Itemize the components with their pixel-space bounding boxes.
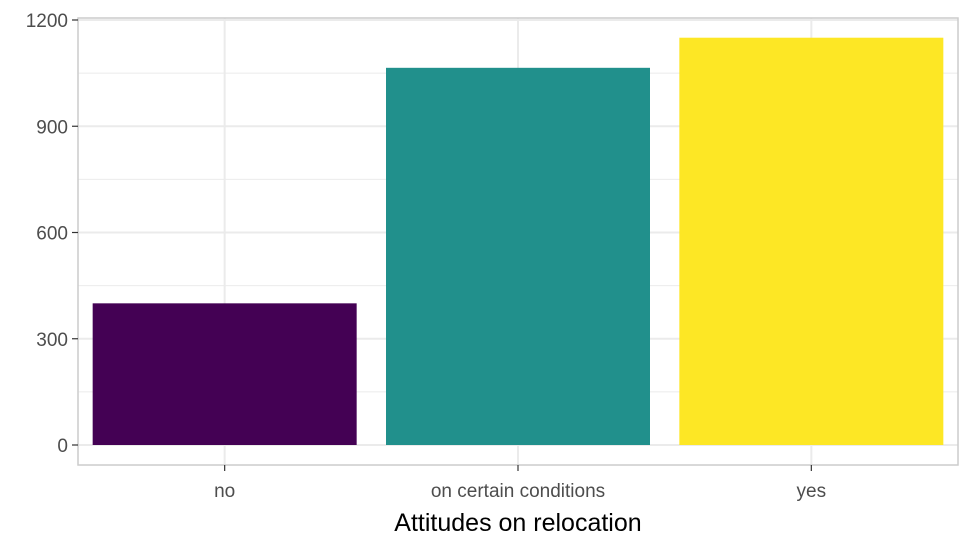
x-axis-title: Attitudes on relocation xyxy=(394,509,641,535)
y-tick-label: 0 xyxy=(57,436,68,457)
x-axis: no on certain conditions yes xyxy=(214,465,826,502)
y-tick-label: 1200 xyxy=(26,11,68,32)
bar-yes xyxy=(679,37,944,445)
y-axis: 0 300 600 900 1200 xyxy=(26,11,78,457)
x-tick-label: on certain conditions xyxy=(431,481,605,502)
x-tick-label: no xyxy=(214,481,235,502)
y-tick-label: 600 xyxy=(36,224,68,245)
y-tick-label: 900 xyxy=(36,117,68,138)
bar-no xyxy=(92,303,357,445)
x-tick-label: yes xyxy=(797,481,827,502)
bars xyxy=(92,37,944,445)
y-tick-label: 300 xyxy=(36,330,68,351)
bar-on-certain-conditions xyxy=(386,67,650,445)
